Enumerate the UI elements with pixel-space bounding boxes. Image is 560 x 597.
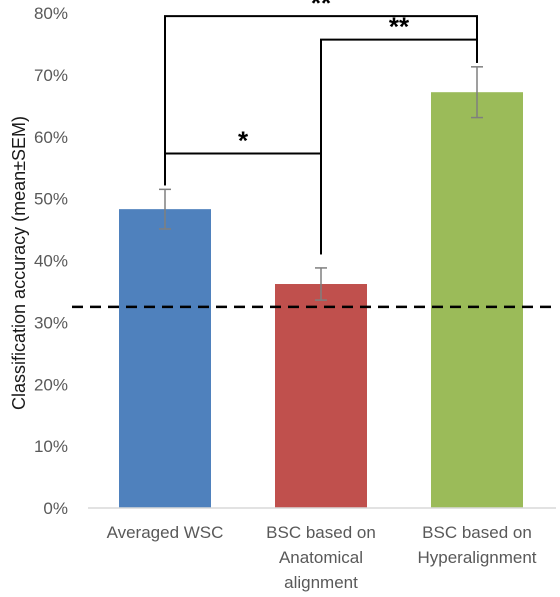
y-tick-label: 20% bbox=[34, 375, 68, 394]
significance-brackets: ***** bbox=[164, 0, 478, 255]
bar bbox=[275, 284, 367, 508]
x-category-label: Anatomical bbox=[279, 548, 363, 567]
y-tick-labels: 0% 10% 20% 30% 40% 50% 60% 70% 80% bbox=[34, 4, 68, 518]
y-tick-label: 80% bbox=[34, 4, 68, 23]
x-category-label: BSC based on bbox=[266, 523, 376, 542]
y-tick-label: 0% bbox=[43, 499, 68, 518]
error-bars bbox=[159, 66, 483, 301]
significance-label: ** bbox=[311, 0, 332, 18]
x-category-label: Averaged WSC bbox=[107, 523, 224, 542]
significance-label: * bbox=[238, 125, 249, 155]
y-tick-label: 50% bbox=[34, 190, 68, 209]
significance-bracket bbox=[164, 15, 478, 186]
y-axis-label: Classification accuracy (mean±SEM) bbox=[9, 116, 29, 410]
y-tick-label: 10% bbox=[34, 437, 68, 456]
error-bar bbox=[471, 66, 483, 119]
significance-label: ** bbox=[389, 12, 410, 42]
y-tick-label: 40% bbox=[34, 252, 68, 271]
bar bbox=[119, 209, 211, 509]
bar bbox=[431, 92, 523, 508]
error-bar bbox=[315, 267, 327, 301]
x-category-labels: Averaged WSC BSC based on Anatomical alignm… bbox=[107, 523, 537, 592]
y-tick-label: 30% bbox=[34, 313, 68, 332]
y-tick-label: 70% bbox=[34, 66, 68, 85]
x-category-label: BSC based on bbox=[422, 523, 532, 542]
bars bbox=[119, 92, 523, 509]
x-category-label: Hyperalignment bbox=[417, 548, 536, 567]
error-bar bbox=[159, 188, 171, 230]
x-category-label: alignment bbox=[284, 573, 358, 592]
y-tick-label: 60% bbox=[34, 128, 68, 147]
